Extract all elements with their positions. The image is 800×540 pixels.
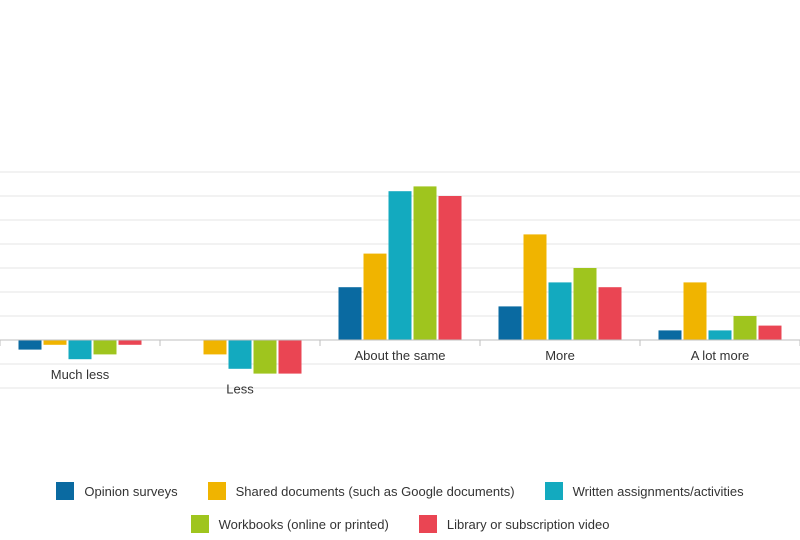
legend-label: Shared documents (such as Google documen… [235, 483, 515, 499]
bar [548, 282, 572, 340]
bar-chart: Much less Less About the same More A lot mor… [0, 171, 800, 397]
category-label: About the same [354, 348, 445, 363]
category-axis [0, 339, 800, 346]
bar [68, 340, 92, 360]
bar [388, 191, 412, 340]
legend-row-1: Opinion surveys Shared documents (such a… [0, 482, 800, 500]
bar [18, 340, 42, 350]
bar [203, 340, 227, 355]
bar [573, 268, 597, 340]
bar [498, 306, 522, 340]
legend-label: Workbooks (online or printed) [218, 516, 389, 532]
bar [338, 287, 362, 340]
bar [278, 340, 302, 374]
bar [758, 325, 782, 340]
bar [118, 340, 142, 345]
bar [708, 330, 732, 340]
legend-swatch [56, 482, 75, 500]
bar [438, 196, 462, 340]
bar [413, 186, 437, 340]
legend-label: Written assignments/activities [572, 483, 744, 499]
bar [363, 253, 387, 340]
legend-label: Library or subscription video [446, 516, 610, 532]
legend-label: Opinion surveys [84, 483, 178, 499]
legend-swatch [207, 482, 226, 500]
category-label: A lot more [691, 348, 750, 363]
category-label: Much less [51, 367, 110, 382]
legend-item-library-video: Library or subscription video [418, 515, 610, 533]
category-label: More [545, 348, 575, 363]
bar [733, 316, 757, 340]
category-labels: Much less Less About the same More A lot mor… [51, 348, 750, 397]
bar [523, 234, 547, 340]
bar [253, 340, 277, 374]
bar [658, 330, 682, 340]
bars [18, 186, 782, 374]
category-label: Less [226, 382, 254, 397]
legend-swatch [544, 482, 563, 500]
bar [43, 340, 67, 345]
bar [228, 340, 252, 369]
bar [93, 340, 117, 355]
legend-item-shared-documents: Shared documents (such as Google documen… [207, 482, 515, 500]
bar [598, 287, 622, 340]
legend-swatch [190, 515, 209, 533]
legend-item-opinion-surveys: Opinion surveys [56, 482, 178, 500]
legend-item-written-assignments: Written assignments/activities [544, 482, 744, 500]
bar [683, 282, 707, 340]
legend-row-2: Workbooks (online or printed) Library or… [0, 515, 800, 533]
legend-swatch [418, 515, 437, 533]
legend-item-workbooks: Workbooks (online or printed) [190, 515, 389, 533]
